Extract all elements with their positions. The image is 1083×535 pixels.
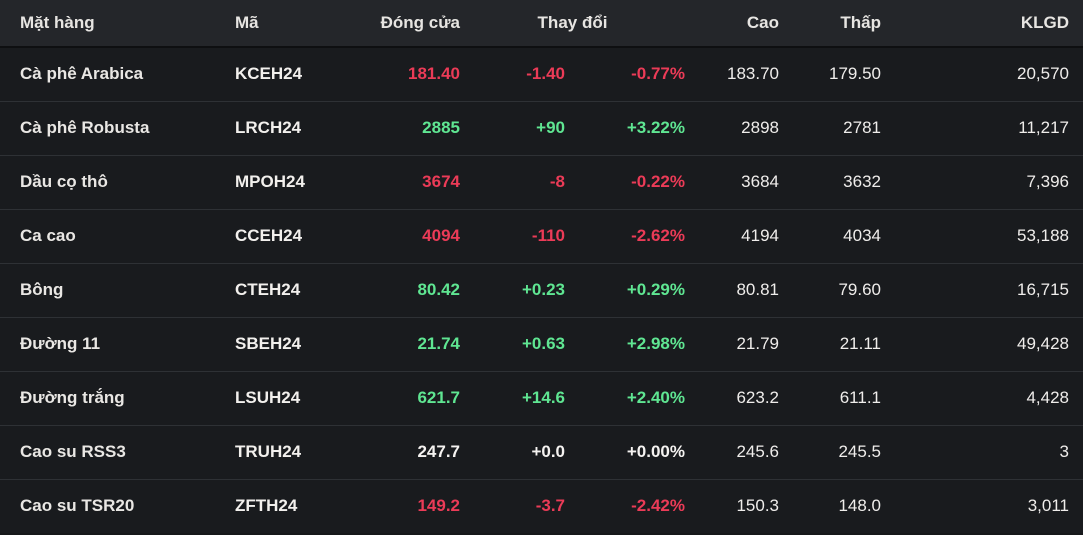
- commodity-name: Cà phê Robusta: [20, 118, 150, 137]
- table-row[interactable]: Ca cao CCEH24 4094 -110 -2.62% 4194 4034…: [0, 209, 1083, 263]
- change-value: +0.0: [531, 442, 565, 461]
- commodity-code: TRUH24: [235, 442, 302, 461]
- commodity-code: CCEH24: [235, 226, 303, 245]
- price-table-header: Mặt hàng Mã Đóng cửa Thay đổi Cao Thấp K…: [0, 0, 1083, 47]
- close-price: 21.74: [417, 334, 460, 353]
- change-percent: -2.42%: [631, 496, 685, 516]
- commodity-code: ZFTH24: [235, 496, 298, 516]
- change-percent: -0.22%: [631, 172, 685, 191]
- close-price: 2885: [422, 118, 460, 137]
- close-price: 80.42: [417, 280, 460, 299]
- close-price: 4094: [422, 226, 460, 245]
- volume: 20,570: [1017, 64, 1069, 84]
- change-value: +0.23: [521, 280, 565, 299]
- change-value: +0.63: [521, 334, 565, 353]
- header-item: Mặt hàng: [20, 13, 95, 32]
- close-price: 3674: [422, 172, 460, 191]
- high-price: 623.2: [736, 388, 779, 407]
- header-change: Thay đổi: [537, 13, 608, 32]
- high-price: 150.3: [736, 496, 779, 516]
- high-price: 4194: [741, 226, 779, 245]
- table-row[interactable]: Cao su RSS3 TRUH24 247.7 +0.0 +0.00% 245…: [0, 425, 1083, 479]
- change-value: +90: [536, 118, 565, 137]
- commodity-name: Ca cao: [20, 226, 76, 245]
- commodity-name: Đường 11: [20, 334, 101, 353]
- commodity-code: MPOH24: [235, 172, 305, 191]
- high-price: 80.81: [736, 280, 779, 299]
- high-price: 245.6: [736, 442, 779, 461]
- table-row[interactable]: Cà phê Arabica KCEH24 181.40 -1.40 -0.77…: [0, 47, 1083, 101]
- change-percent: +2.40%: [626, 388, 685, 407]
- commodity-code: CTEH24: [235, 280, 301, 299]
- volume: 11,217: [1018, 118, 1069, 137]
- high-price: 21.79: [736, 334, 779, 353]
- change-percent: -2.62%: [631, 226, 685, 245]
- change-value: -3.7: [535, 496, 565, 516]
- commodity-name: Dầu cọ thô: [20, 172, 108, 191]
- change-value: +14.6: [521, 388, 565, 407]
- high-price: 183.70: [727, 64, 779, 84]
- table-row[interactable]: Đường trắng LSUH24 621.7 +14.6 +2.40% 62…: [0, 371, 1083, 425]
- header-low: Thấp: [840, 13, 881, 32]
- close-price: 149.2: [417, 496, 460, 516]
- header-code: Mã: [235, 13, 259, 32]
- low-price: 179.50: [829, 64, 881, 84]
- commodity-name: Đường trắng: [20, 388, 125, 407]
- change-value: -1.40: [526, 64, 565, 84]
- volume: 16,715: [1017, 280, 1069, 299]
- high-price: 2898: [741, 118, 779, 137]
- close-price: 247.7: [417, 442, 460, 461]
- commodity-name: Cà phê Arabica: [20, 64, 144, 84]
- low-price: 4034: [843, 226, 881, 245]
- change-percent: +0.00%: [626, 442, 685, 461]
- table-row[interactable]: Dầu cọ thô MPOH24 3674 -8 -0.22% 3684 36…: [0, 155, 1083, 209]
- header-high: Cao: [746, 13, 779, 32]
- change-percent: +0.29%: [626, 280, 685, 299]
- volume: 7,396: [1026, 172, 1069, 191]
- low-price: 2781: [843, 118, 881, 137]
- commodity-code: LRCH24: [235, 118, 302, 137]
- volume: 3: [1059, 442, 1069, 461]
- low-price: 148.0: [838, 496, 881, 516]
- low-price: 611.1: [839, 388, 881, 407]
- volume: 49,428: [1017, 334, 1069, 353]
- header-row: Mặt hàng Mã Đóng cửa Thay đổi Cao Thấp K…: [0, 0, 1083, 47]
- header-volume: KLGD: [1020, 13, 1069, 32]
- low-price: 3632: [843, 172, 881, 191]
- change-value: -110: [531, 226, 565, 245]
- low-price: 79.60: [838, 280, 881, 299]
- volume: 53,188: [1017, 226, 1069, 245]
- header-close: Đóng cửa: [380, 13, 460, 32]
- table-row[interactable]: Bông CTEH24 80.42 +0.23 +0.29% 80.81 79.…: [0, 263, 1083, 317]
- change-value: -8: [549, 172, 565, 191]
- close-price: 621.7: [417, 388, 460, 407]
- commodity-code: SBEH24: [235, 334, 302, 353]
- low-price: 21.11: [839, 334, 881, 353]
- table-row[interactable]: Cà phê Robusta LRCH24 2885 +90 +3.22% 28…: [0, 101, 1083, 155]
- table-row[interactable]: Đường 11 SBEH24 21.74 +0.63 +2.98% 21.79…: [0, 317, 1083, 371]
- table-row[interactable]: Cao su TSR20 ZFTH24 149.2 -3.7 -2.42% 15…: [0, 479, 1083, 533]
- change-percent: +2.98%: [626, 334, 685, 353]
- commodity-code: KCEH24: [235, 64, 303, 84]
- price-table-body: Cà phê Arabica KCEH24 181.40 -1.40 -0.77…: [0, 47, 1083, 533]
- close-price: 181.40: [408, 64, 460, 84]
- commodity-name: Bông: [20, 280, 64, 299]
- commodity-name: Cao su RSS3: [20, 442, 126, 461]
- volume: 4,428: [1026, 388, 1069, 407]
- commodity-code: LSUH24: [235, 388, 301, 407]
- change-percent: -0.77%: [631, 64, 685, 84]
- commodity-name: Cao su TSR20: [20, 496, 135, 516]
- change-percent: +3.22%: [626, 118, 685, 137]
- low-price: 245.5: [838, 442, 881, 461]
- volume: 3,011: [1027, 496, 1069, 516]
- high-price: 3684: [741, 172, 779, 191]
